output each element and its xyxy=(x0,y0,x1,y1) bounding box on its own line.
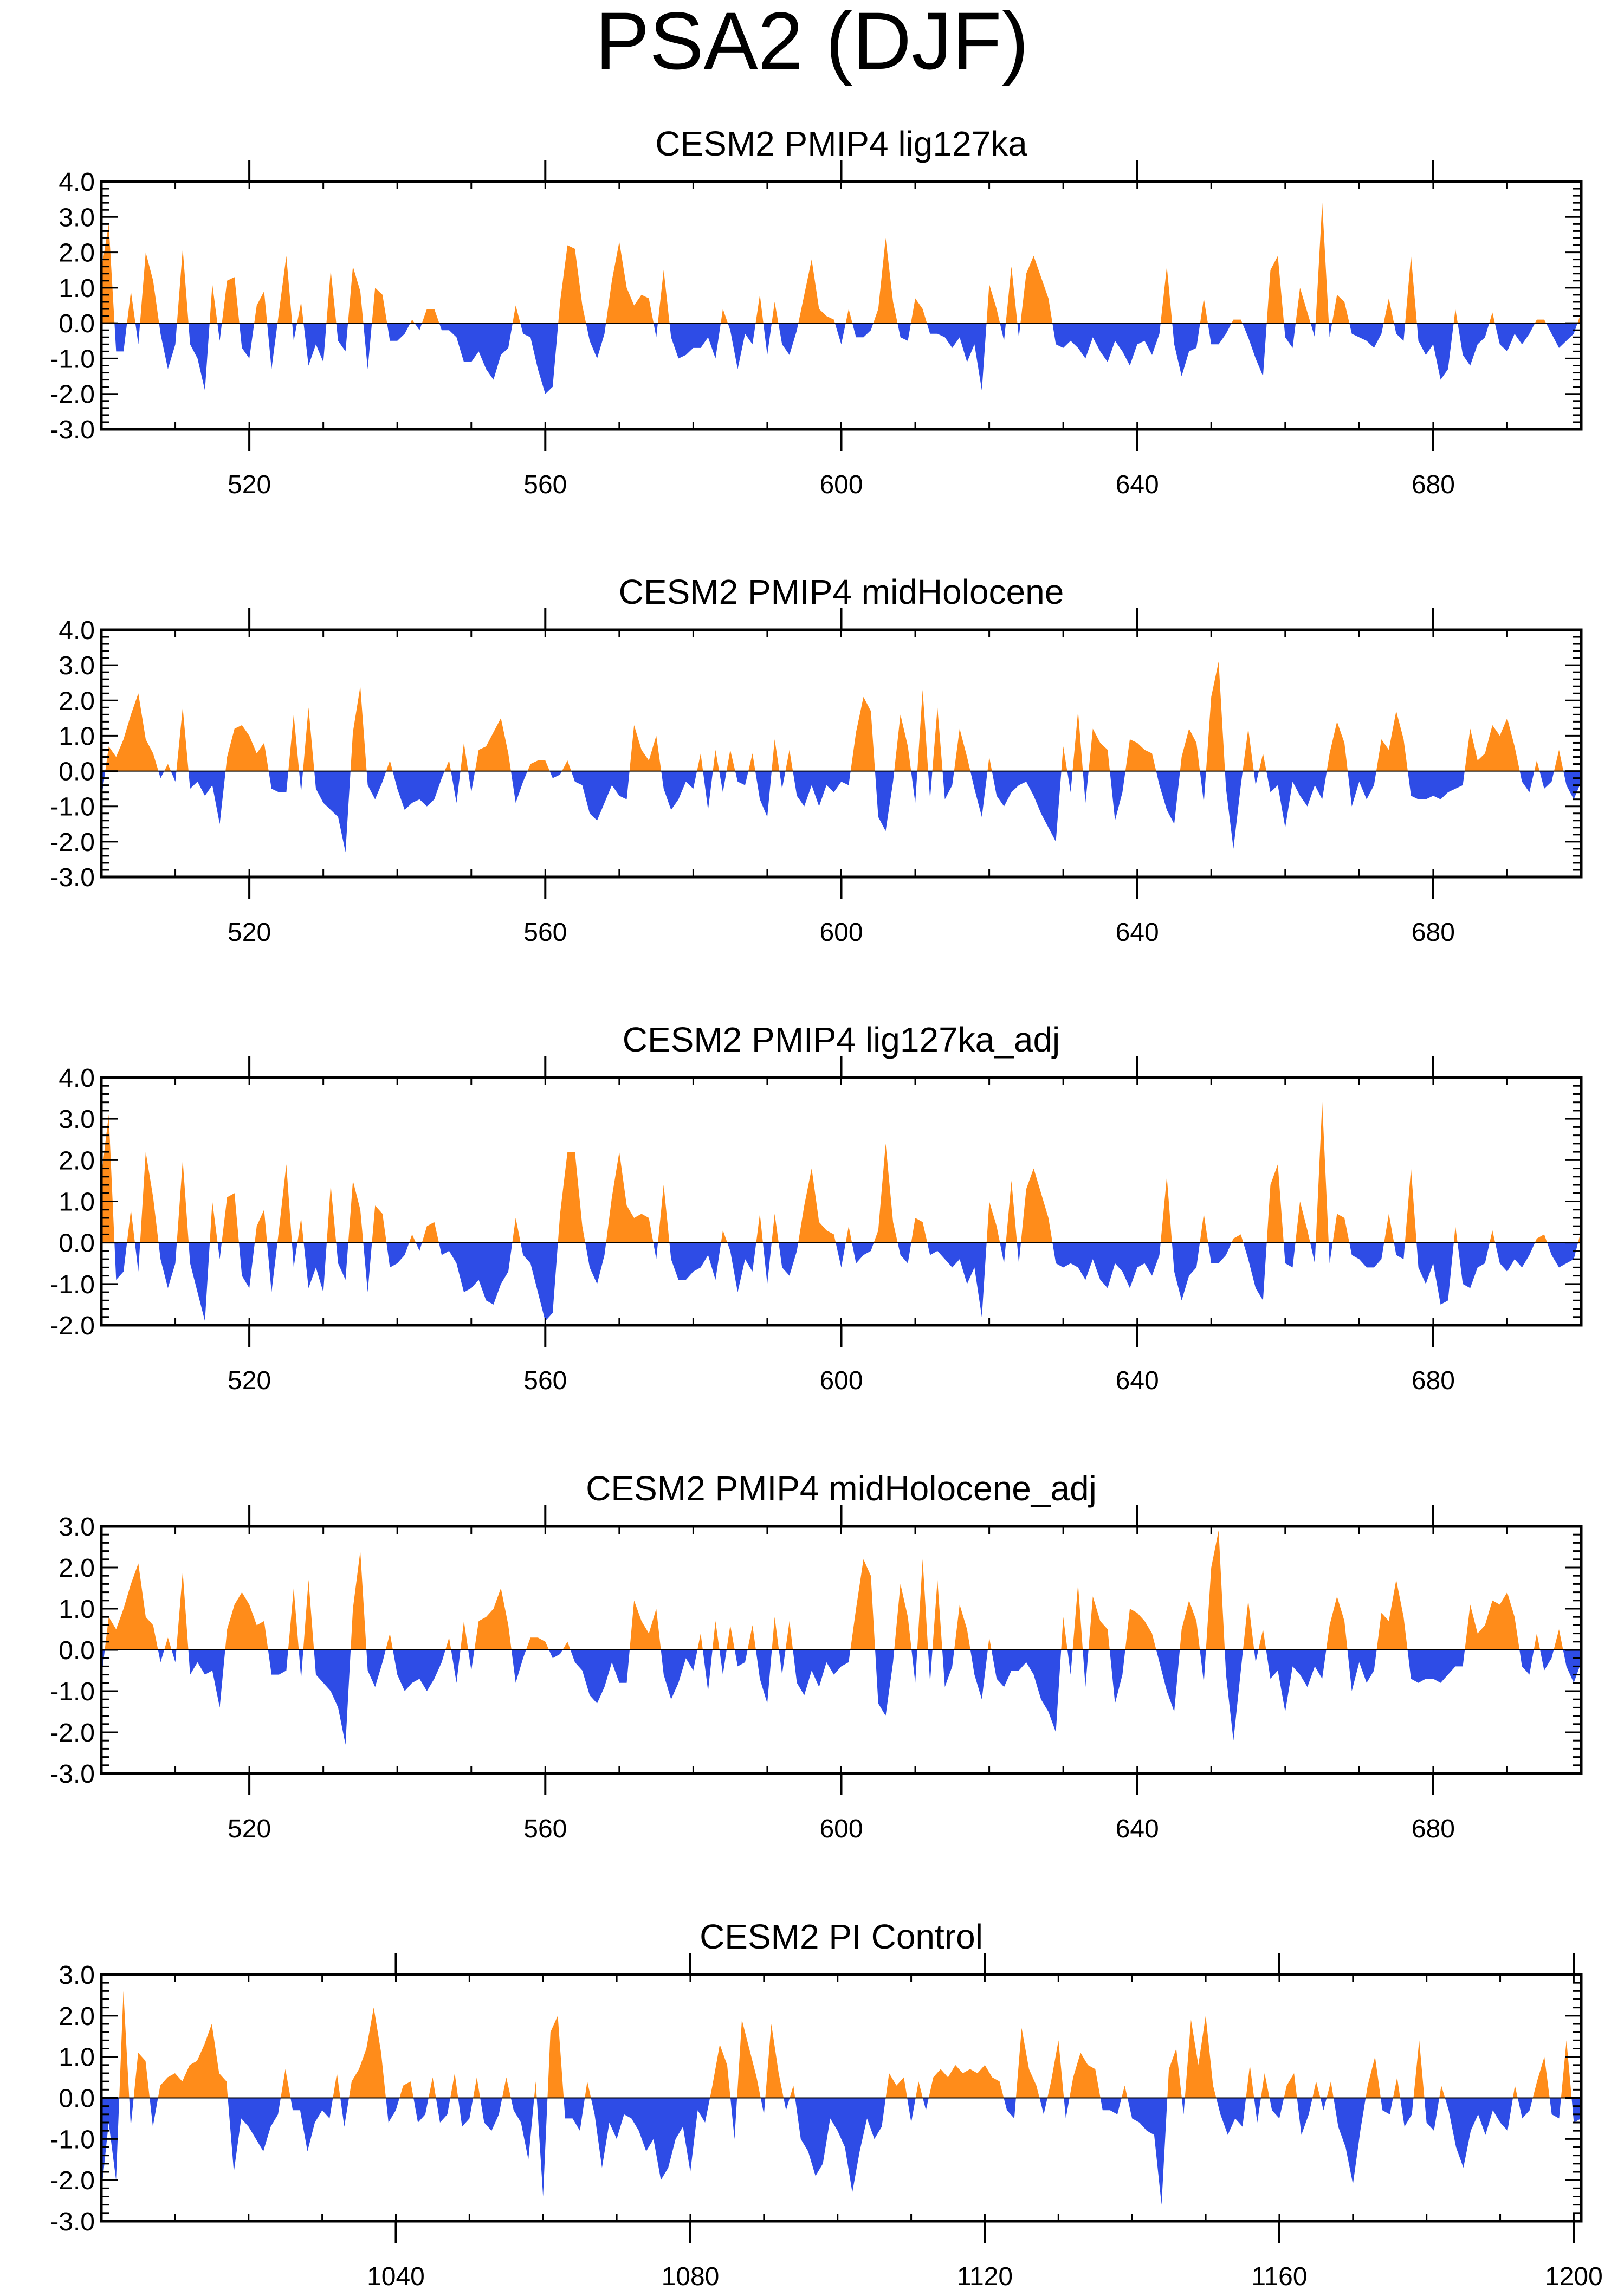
y-tick-label: -1.0 xyxy=(50,1270,95,1299)
y-tick-label: 4.0 xyxy=(59,168,95,197)
y-tick-label: -3.0 xyxy=(50,2208,95,2236)
y-tick-label: 0.0 xyxy=(59,309,95,338)
chart-title: CESM2 PI Control xyxy=(700,1917,983,1956)
y-tick-label: -3.0 xyxy=(50,416,95,444)
x-tick-label: 640 xyxy=(1116,1366,1159,1395)
negative-area xyxy=(114,323,1578,394)
positive-area xyxy=(101,203,1581,324)
y-tick-label: -3.0 xyxy=(50,863,95,892)
chart-title: CESM2 PMIP4 lig127ka xyxy=(655,124,1027,163)
positive-area xyxy=(105,661,1564,771)
y-tick-label: -2.0 xyxy=(50,2166,95,2195)
chart-title: CESM2 PMIP4 lig127ka_adj xyxy=(623,1020,1060,1059)
x-tick-label: 600 xyxy=(819,470,863,499)
x-tick-label: 640 xyxy=(1116,918,1159,947)
negative-area xyxy=(114,1242,1578,1321)
y-tick-label: -2.0 xyxy=(50,380,95,409)
y-tick-label: 1.0 xyxy=(59,1188,95,1217)
y-tick-label: 4.0 xyxy=(59,1064,95,1093)
x-tick-label: 680 xyxy=(1412,1815,1455,1843)
y-tick-label: -2.0 xyxy=(50,1719,95,1747)
y-tick-label: -3.0 xyxy=(50,1760,95,1789)
y-tick-label: 0.0 xyxy=(59,758,95,786)
x-tick-label: 1120 xyxy=(957,2262,1013,2291)
negative-area xyxy=(101,2098,1581,2205)
chart-panel-2: CESM2 PMIP4 midHolocene -3.0 -2.0 -1.0 0.0 1.… xyxy=(50,572,1583,947)
x-tick-label: 560 xyxy=(523,1815,567,1843)
y-tick-label: 0.0 xyxy=(59,1229,95,1258)
y-tick-label: 3.0 xyxy=(59,1513,95,1542)
y-tick-label: 3.0 xyxy=(59,203,95,232)
x-tick-label: 1160 xyxy=(1251,2262,1307,2291)
x-tick-label: 520 xyxy=(228,1815,271,1843)
x-tick-label: 560 xyxy=(523,470,567,499)
plot-frame xyxy=(100,628,1583,879)
positive-area xyxy=(105,1530,1563,1650)
y-tick-label: 0.0 xyxy=(59,1636,95,1665)
y-tick-label: 2.0 xyxy=(59,687,95,715)
positive-area xyxy=(101,1102,1581,1243)
y-tick-label: 1.0 xyxy=(59,274,95,303)
y-tick-label: 2.0 xyxy=(59,2002,95,2031)
x-tick-label: 560 xyxy=(523,1366,567,1395)
x-tick-label: 520 xyxy=(228,1366,271,1395)
y-tick-label: -2.0 xyxy=(50,1312,95,1340)
y-tick-label: 4.0 xyxy=(59,616,95,645)
chart-panel-4: CESM2 PMIP4 midHolocene_adj -3.0 -2.0 -1.0 0… xyxy=(50,1469,1583,1843)
x-tick-label: 520 xyxy=(228,470,271,499)
y-tick-label: -1.0 xyxy=(50,793,95,822)
y-tick-label: 2.0 xyxy=(59,1146,95,1175)
y-tick-label: -1.0 xyxy=(50,1678,95,1706)
x-tick-label: 640 xyxy=(1116,1815,1159,1843)
chart-panel-5: CESM2 PI Control -3.0 -2.0 -1.0 0.0 1.0 2.0 3.0… xyxy=(50,1917,1603,2291)
x-tick-label: 680 xyxy=(1412,470,1455,499)
y-tick-label: 0.0 xyxy=(59,2085,95,2113)
chart-panel-1: CESM2 PMIP4 lig127ka -3.0 -2.0 -1.0 0.0 1.0 2.… xyxy=(50,124,1583,499)
y-tick-label: 3.0 xyxy=(59,1961,95,1990)
x-tick-label: 600 xyxy=(819,1366,863,1395)
x-tick-label: 1200 xyxy=(1545,2262,1603,2291)
x-tick-label: 600 xyxy=(819,1815,863,1843)
y-tick-label: 3.0 xyxy=(59,652,95,680)
plot-frame xyxy=(100,180,1583,431)
x-tick-label: 520 xyxy=(228,918,271,947)
y-tick-label: 1.0 xyxy=(59,2043,95,2072)
figure-title: PSA2 (DJF) xyxy=(595,0,1029,86)
negative-area xyxy=(101,1650,1581,1745)
chart-title: CESM2 PMIP4 midHolocene xyxy=(619,572,1064,611)
y-tick-label: 2.0 xyxy=(59,239,95,268)
positive-area xyxy=(119,1991,1572,2098)
y-tick-label: 2.0 xyxy=(59,1554,95,1583)
y-tick-label: -1.0 xyxy=(50,2125,95,2154)
x-tick-label: 640 xyxy=(1116,470,1159,499)
x-tick-label: 1080 xyxy=(662,2262,720,2291)
y-tick-label: -1.0 xyxy=(50,345,95,373)
y-tick-label: -2.0 xyxy=(50,828,95,857)
x-tick-label: 600 xyxy=(819,918,863,947)
y-tick-label: 1.0 xyxy=(59,1595,95,1624)
negative-area xyxy=(101,771,1581,853)
y-tick-label: 1.0 xyxy=(59,722,95,751)
x-tick-label: 680 xyxy=(1412,1366,1455,1395)
chart-title: CESM2 PMIP4 midHolocene_adj xyxy=(586,1469,1097,1508)
x-tick-label: 1040 xyxy=(367,2262,425,2291)
x-tick-label: 560 xyxy=(523,918,567,947)
y-tick-label: 3.0 xyxy=(59,1105,95,1134)
chart-panel-3: CESM2 PMIP4 lig127ka_adj -2.0 -1.0 0.0 1.0 2.… xyxy=(50,1020,1583,1395)
x-tick-label: 680 xyxy=(1412,918,1455,947)
